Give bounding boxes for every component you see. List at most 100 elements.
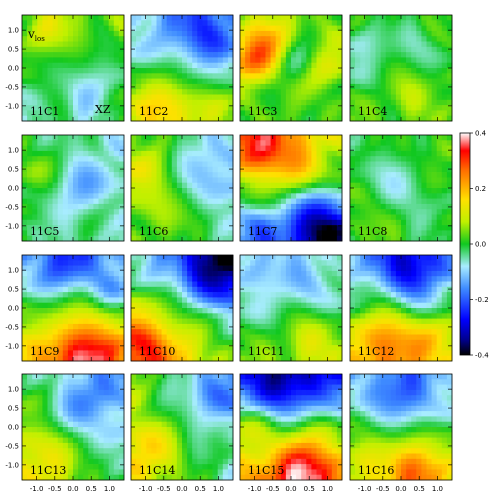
heat-cell <box>411 255 417 261</box>
heat-cell <box>426 198 432 205</box>
heat-cell <box>131 115 137 122</box>
heat-cell <box>441 115 448 122</box>
heat-cell <box>27 225 33 231</box>
heat-cell <box>113 255 120 261</box>
heat-cell <box>375 62 381 69</box>
heat-cell <box>62 172 69 178</box>
heat-cell <box>355 115 361 122</box>
heat-cell <box>296 62 302 69</box>
heat-cell <box>446 41 453 48</box>
heat-cell <box>265 89 271 95</box>
heat-cell <box>22 161 28 168</box>
heat-cell <box>171 156 178 162</box>
heat-cell <box>270 308 277 314</box>
heat-cell <box>27 135 33 141</box>
heat-cell <box>321 308 328 314</box>
heat-cell <box>156 323 162 330</box>
heat-cell <box>311 235 317 242</box>
heat-cell <box>245 89 251 95</box>
heat-cell <box>380 318 387 325</box>
heat-cell <box>47 73 53 79</box>
heat-cell <box>222 270 229 277</box>
heat-cell <box>301 115 307 122</box>
heat-cell <box>336 270 343 277</box>
heat-cell <box>151 345 157 351</box>
heat-cell <box>311 281 317 288</box>
heat-cell <box>421 78 427 85</box>
heat-cell <box>131 145 137 152</box>
heat-cell <box>176 308 183 314</box>
heat-cell <box>270 350 277 357</box>
heat-cell <box>171 57 178 64</box>
heat-cell <box>37 62 43 69</box>
heat-cell <box>250 225 256 231</box>
heat-cell <box>265 140 271 146</box>
heat-cell <box>321 203 328 210</box>
heat-cell <box>146 41 152 48</box>
heat-cell <box>57 83 64 90</box>
heat-cell <box>88 150 94 157</box>
heat-cell <box>118 172 125 178</box>
heat-cell <box>355 292 361 298</box>
heat-cell <box>275 182 282 189</box>
heat-cell <box>406 270 412 277</box>
heat-cell <box>176 345 183 351</box>
heat-cell <box>108 161 115 168</box>
heat-cell <box>57 110 64 117</box>
heat-cell <box>182 355 188 362</box>
heat-cell <box>385 145 392 152</box>
heat-cell <box>441 94 448 101</box>
heat-cell <box>291 105 297 111</box>
heat-cell <box>222 105 229 111</box>
heat-cell <box>306 209 312 215</box>
heat-cell <box>240 150 246 157</box>
heat-cell <box>57 172 64 178</box>
heat-cell <box>406 350 412 357</box>
heat-cell <box>222 135 229 141</box>
heat-cell <box>395 62 402 69</box>
heat-cell <box>113 308 120 314</box>
heat-cell <box>296 214 302 221</box>
heat-cell <box>431 78 438 85</box>
heat-cell <box>42 145 48 152</box>
heat-cell <box>78 41 84 48</box>
heat-cell <box>108 115 115 122</box>
heat-cell <box>436 57 443 64</box>
heat-cell <box>67 78 74 85</box>
heat-cell <box>197 161 203 168</box>
heat-cell <box>151 83 157 90</box>
heat-cell <box>98 145 104 152</box>
heat-cell <box>227 313 234 319</box>
heat-cell <box>52 203 59 210</box>
heat-cell <box>73 166 79 173</box>
heat-cell <box>301 140 307 146</box>
heat-cell <box>78 345 84 351</box>
heat-cell <box>131 94 137 101</box>
heat-cell <box>401 110 407 117</box>
heat-cell <box>401 99 407 106</box>
heat-cell <box>156 46 162 53</box>
heat-cell <box>187 329 193 335</box>
heat-cell <box>316 308 322 314</box>
heat-cell <box>375 265 381 272</box>
heat-cell <box>42 83 48 90</box>
heat-cell <box>136 355 142 362</box>
heat-cell <box>316 99 322 106</box>
heat-cell <box>217 46 224 53</box>
heat-cell <box>113 30 120 37</box>
heat-cell <box>416 260 422 266</box>
heat-cell <box>222 177 229 184</box>
heat-cell <box>62 323 69 330</box>
heat-cell <box>88 313 94 319</box>
heat-cell <box>401 166 407 173</box>
heat-cell <box>350 230 356 237</box>
heat-cell <box>265 302 271 309</box>
heat-cell <box>212 110 219 117</box>
heat-cell <box>32 313 38 319</box>
panel-11c4: 11C4 <box>349 14 453 122</box>
heat-cell <box>57 297 64 304</box>
heat-cell <box>370 105 376 111</box>
heat-cell <box>355 355 361 362</box>
heat-cell <box>146 30 152 37</box>
heat-cell <box>395 345 402 351</box>
